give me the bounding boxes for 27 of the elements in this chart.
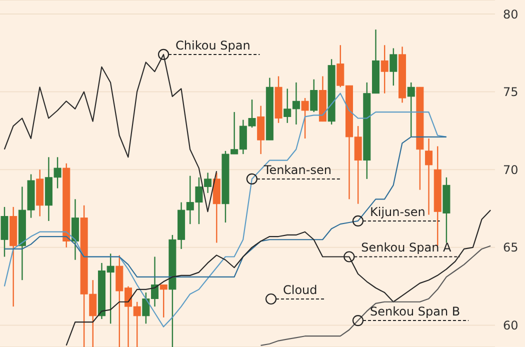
candlestick bbox=[0, 206, 8, 258]
series-label: Senkou Span A bbox=[361, 240, 452, 255]
series-label: Tenkan-sen bbox=[262, 162, 332, 177]
candlestick bbox=[160, 284, 168, 318]
candlestick bbox=[380, 44, 388, 94]
point bbox=[352, 215, 364, 227]
series-label: Senkou Span B bbox=[370, 304, 460, 319]
point bbox=[352, 314, 364, 326]
candlestick bbox=[310, 78, 318, 113]
series-label: Kijun-sen bbox=[370, 204, 426, 219]
point bbox=[246, 173, 258, 184]
candlestick bbox=[407, 82, 415, 138]
y-tick-label: 70 bbox=[503, 162, 518, 177]
candlestick bbox=[390, 48, 398, 86]
y-tick-label: 65 bbox=[503, 240, 518, 255]
candlestick bbox=[301, 97, 309, 140]
y-tick-label: 75 bbox=[503, 85, 518, 100]
candlestick bbox=[425, 138, 433, 216]
annotation: Cloud bbox=[283, 283, 318, 297]
point bbox=[158, 48, 170, 60]
point bbox=[344, 251, 355, 262]
series-label: Chikou Span bbox=[176, 38, 250, 52]
y-tick-label: 60 bbox=[503, 318, 518, 332]
candlestick bbox=[257, 105, 265, 155]
candlestick bbox=[204, 172, 212, 194]
candlestick bbox=[71, 198, 79, 260]
y-tick-label: 80 bbox=[503, 7, 518, 22]
